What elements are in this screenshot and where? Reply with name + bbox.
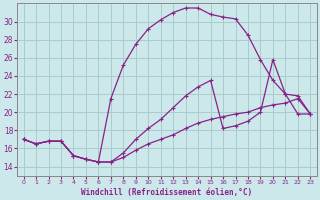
X-axis label: Windchill (Refroidissement éolien,°C): Windchill (Refroidissement éolien,°C)	[81, 188, 252, 197]
